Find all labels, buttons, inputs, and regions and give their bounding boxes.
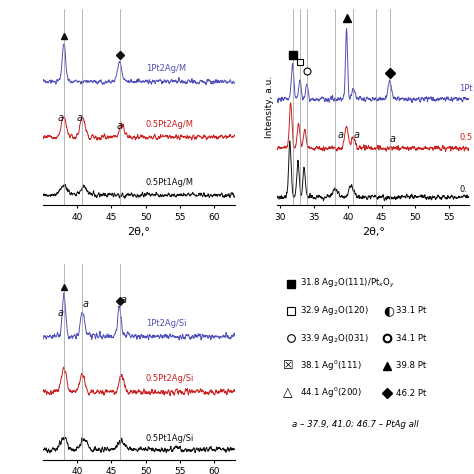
Text: ◐: ◐ [383,304,394,318]
Text: a: a [117,121,123,131]
Text: 34.1 Pt: 34.1 Pt [396,334,427,343]
Text: 0.5Pt1Ag/M: 0.5Pt1Ag/M [146,178,193,187]
Text: 38.1 Ag$^0$(111): 38.1 Ag$^0$(111) [300,359,362,373]
Text: 44.1 Ag$^0$(200): 44.1 Ag$^0$(200) [300,386,362,401]
Text: 46.2 Pt: 46.2 Pt [396,389,427,398]
X-axis label: 2θ,°: 2θ,° [362,228,384,237]
Text: a: a [390,134,396,144]
Text: a: a [58,113,64,123]
Text: a: a [58,308,64,318]
Text: 31.8 Ag$_2$O(111)/Pt$_x$O$_y$: 31.8 Ag$_2$O(111)/Pt$_x$O$_y$ [300,277,395,290]
Y-axis label: Intensity, a.u.: Intensity, a.u. [265,76,274,138]
Text: a: a [353,130,359,140]
Text: a: a [82,299,89,309]
Text: a: a [121,295,127,305]
Text: 0.: 0. [459,185,467,194]
Text: 33.9 Ag$_2$O(031): 33.9 Ag$_2$O(031) [300,332,369,345]
Text: △: △ [283,387,292,400]
Text: 0.5Pt1Ag/Si: 0.5Pt1Ag/Si [146,434,194,443]
Text: 32.9 Ag$_2$O(120): 32.9 Ag$_2$O(120) [300,304,369,318]
Text: 1Pt: 1Pt [459,84,473,93]
Text: 0.5Pt2Ag/Si: 0.5Pt2Ag/Si [146,374,194,383]
Text: 1Pt2Ag/Si: 1Pt2Ag/Si [146,319,186,328]
Text: a: a [77,113,83,123]
Text: 39.8 Pt: 39.8 Pt [396,361,427,370]
X-axis label: 2θ,°: 2θ,° [128,228,150,237]
Text: a: a [338,130,344,140]
Text: 0.5Pt2Ag/M: 0.5Pt2Ag/M [146,120,193,129]
Text: ☒: ☒ [283,359,293,372]
Text: 33.1 Pt: 33.1 Pt [396,307,427,316]
Text: a – 37.9, 41.0; 46.7 – PtAg all: a – 37.9, 41.0; 46.7 – PtAg all [292,420,419,429]
Text: 1Pt2Ag/M: 1Pt2Ag/M [146,64,186,73]
Text: 0.5: 0.5 [459,133,472,142]
